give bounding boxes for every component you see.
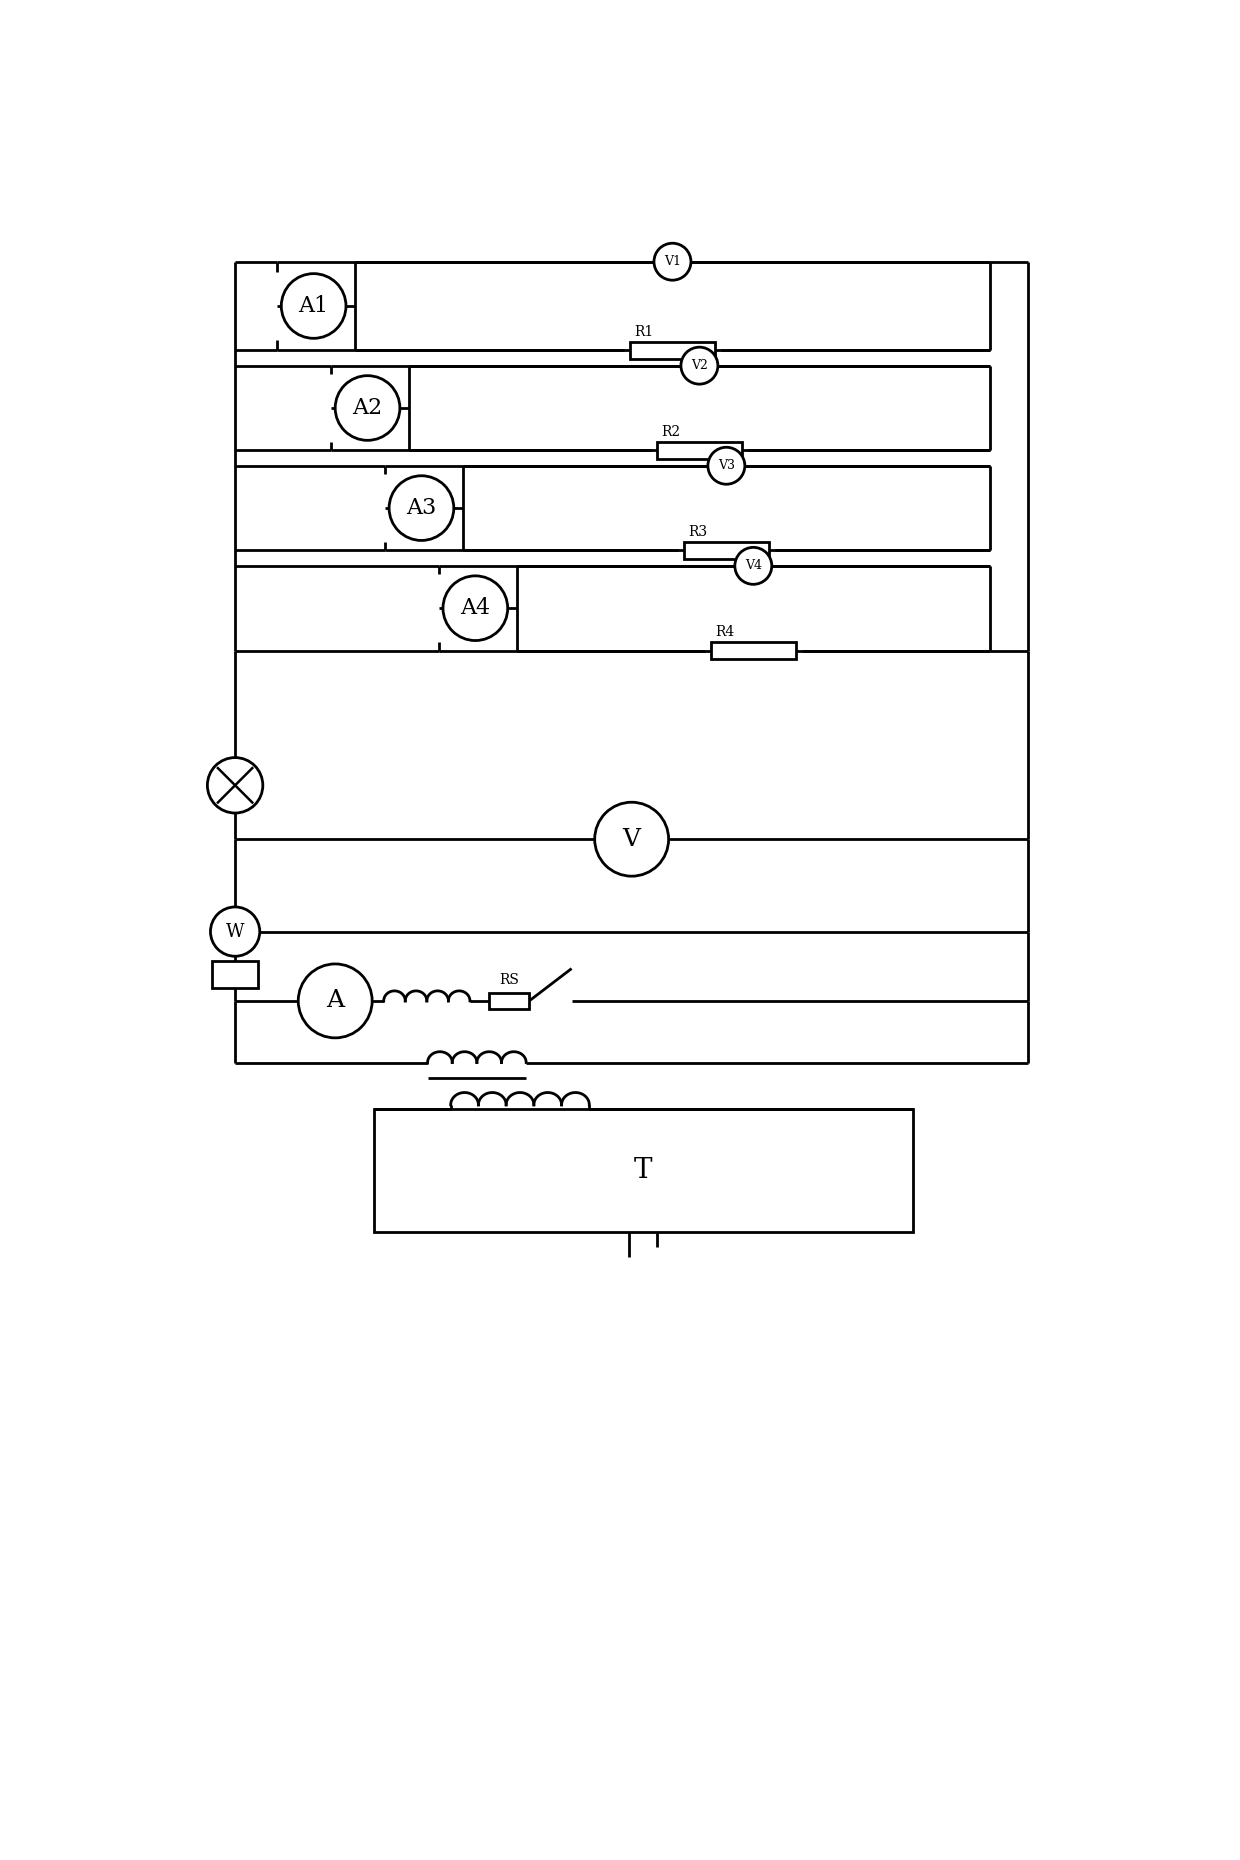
Text: V2: V2 xyxy=(691,359,708,372)
Text: RS: RS xyxy=(500,973,520,988)
Bar xyxy=(657,443,742,459)
Circle shape xyxy=(735,547,771,584)
Bar xyxy=(212,962,258,988)
Circle shape xyxy=(681,348,718,385)
Circle shape xyxy=(211,908,259,956)
Bar xyxy=(490,993,529,1008)
Bar xyxy=(373,1109,913,1231)
Text: V4: V4 xyxy=(745,560,761,573)
Circle shape xyxy=(595,802,668,876)
Text: A3: A3 xyxy=(407,497,436,519)
Bar xyxy=(630,342,714,359)
Text: A1: A1 xyxy=(299,296,329,316)
Circle shape xyxy=(335,376,399,441)
Text: A2: A2 xyxy=(352,396,383,418)
Text: R2: R2 xyxy=(661,424,680,439)
Circle shape xyxy=(653,244,691,281)
Bar xyxy=(684,541,769,558)
Text: T: T xyxy=(634,1157,652,1183)
Circle shape xyxy=(281,273,346,339)
Circle shape xyxy=(708,446,745,484)
Text: W: W xyxy=(226,923,244,941)
Text: R3: R3 xyxy=(688,525,707,539)
Circle shape xyxy=(207,757,263,813)
Bar xyxy=(711,642,796,658)
Text: V3: V3 xyxy=(718,459,735,472)
Circle shape xyxy=(299,963,372,1038)
Text: R1: R1 xyxy=(634,326,653,339)
Text: A4: A4 xyxy=(460,597,490,619)
Text: A: A xyxy=(326,990,345,1012)
Circle shape xyxy=(443,577,507,640)
Circle shape xyxy=(389,476,454,541)
Text: R4: R4 xyxy=(714,625,734,640)
Text: V: V xyxy=(622,828,641,850)
Text: V1: V1 xyxy=(663,255,681,268)
